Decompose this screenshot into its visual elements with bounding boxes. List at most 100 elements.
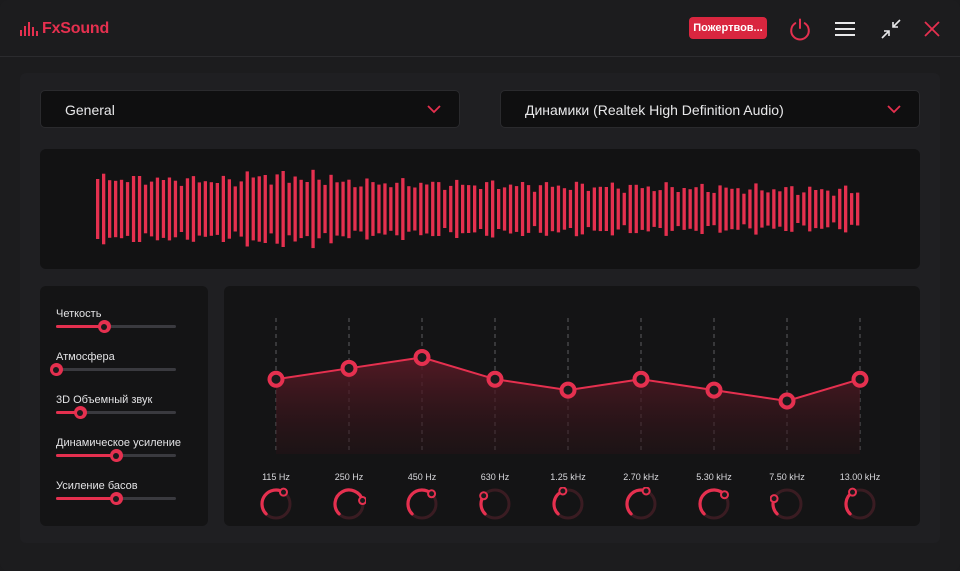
visualizer-bar — [371, 182, 375, 236]
visualizer-bar — [245, 171, 249, 247]
visualizer-bar — [628, 184, 632, 234]
eq-band-handle[interactable] — [559, 381, 577, 399]
eq-frequency-knob[interactable] — [770, 487, 804, 521]
output-device-dropdown[interactable]: Динамики (Realtek High Definition Audio) — [500, 90, 920, 128]
visualizer-bar — [473, 185, 477, 233]
visualizer-bar — [323, 184, 327, 234]
eq-frequency-knob[interactable] — [332, 487, 366, 521]
visualizer-bar — [479, 189, 483, 229]
visualizer-bar — [455, 179, 459, 238]
effect-slider-thumb[interactable] — [97, 320, 111, 333]
effect-slider-track[interactable] — [56, 406, 176, 419]
close-icon[interactable] — [917, 14, 947, 44]
effect-slider-track[interactable] — [56, 320, 176, 333]
visualizer-bar — [383, 183, 387, 235]
visualizer-bar — [568, 189, 573, 228]
effect-label: Динамическое усиление — [56, 437, 181, 449]
eq-frequency-label: 2.70 kHz — [623, 472, 659, 482]
power-icon[interactable] — [785, 14, 815, 44]
minimize-mode-icon[interactable] — [876, 14, 906, 44]
eq-band-handle[interactable] — [340, 359, 358, 377]
visualizer-bar — [143, 184, 148, 234]
chevron-down-icon — [427, 105, 441, 114]
visualizer-bar — [491, 180, 495, 238]
visualizer-bar — [359, 186, 363, 232]
knob-indicator — [558, 487, 568, 496]
app-logo: FxSound — [20, 18, 109, 40]
visualizer-bar — [526, 185, 531, 233]
visualizer-bar — [377, 184, 381, 234]
eq-frequency-knob[interactable] — [551, 487, 585, 521]
visualizer-bar — [341, 181, 345, 237]
visualizer-bar — [161, 180, 166, 238]
knob-value-arc — [333, 488, 365, 516]
eq-frequency-knob[interactable] — [478, 487, 512, 521]
visualizer-bar — [221, 175, 225, 242]
visualizer-bar — [317, 179, 321, 239]
eq-band-handle[interactable] — [413, 348, 431, 366]
audio-visualizer — [40, 149, 920, 269]
effect-slider-thumb[interactable] — [109, 492, 123, 505]
effect-slider-track[interactable] — [56, 449, 176, 462]
visualizer-bar — [766, 192, 770, 226]
visualizer-bar — [736, 188, 740, 230]
visualizer-bar — [592, 187, 596, 231]
eq-band-handle[interactable] — [267, 370, 285, 388]
eq-frequency-knob[interactable] — [405, 487, 439, 521]
visualizer-bar — [508, 184, 513, 234]
preset-dropdown[interactable]: General — [40, 90, 460, 128]
visualizer-bar — [742, 193, 746, 225]
visualizer-bar — [514, 186, 519, 232]
visualizer-bar — [694, 187, 698, 231]
visualizer-bar — [826, 190, 830, 228]
visualizer-bar — [425, 184, 429, 234]
visualizer-bar — [287, 182, 291, 236]
visualizer-bar — [407, 186, 411, 232]
visualizer-bar — [155, 177, 160, 241]
visualizer-bar — [449, 185, 453, 233]
effect-slider-track[interactable] — [49, 363, 176, 376]
knob-value-arc — [698, 488, 727, 516]
logo-bars-icon — [20, 22, 38, 36]
eq-band-handle[interactable] — [851, 370, 869, 388]
visualizer-bar — [125, 182, 130, 236]
eq-frequency-knob[interactable] — [624, 487, 658, 521]
effect-slider-thumb[interactable] — [49, 363, 63, 376]
visualizer-bar — [814, 190, 818, 229]
eq-frequency-knob[interactable] — [259, 487, 293, 521]
visualizer-bar — [275, 174, 279, 244]
eq-band-handle[interactable] — [778, 392, 796, 410]
visualizer-bar — [497, 189, 501, 229]
visualizer-bar — [652, 191, 656, 227]
visualizer-bar — [389, 187, 393, 231]
effect-slider-thumb[interactable] — [109, 449, 123, 462]
visualizer-bar — [461, 184, 465, 234]
menu-icon[interactable] — [830, 14, 860, 44]
knob-indicator — [479, 491, 489, 501]
eq-band-handle[interactable] — [486, 370, 504, 388]
app-name: FxSound — [42, 20, 110, 37]
visualizer-bar — [305, 182, 309, 237]
knob-value-arc — [406, 488, 434, 516]
eq-band-handle[interactable] — [705, 381, 723, 399]
visualizer-bar — [730, 188, 734, 230]
preset-selected: General — [65, 102, 115, 118]
effect-slider-track[interactable] — [56, 492, 176, 505]
effect-slider: 3D Объемный звук — [56, 394, 176, 419]
visualizer-bar — [604, 187, 608, 231]
eq-frequency-knob[interactable] — [843, 487, 877, 521]
visualizer-bar — [167, 177, 172, 241]
visualizer-bar — [329, 174, 333, 244]
visualizer-bar — [832, 195, 836, 223]
visualizer-bar — [108, 180, 112, 238]
eq-frequency-knob[interactable] — [697, 487, 731, 521]
eq-band-handle[interactable] — [632, 370, 650, 388]
effect-slider-fill — [56, 411, 80, 414]
visualizer-bar — [173, 180, 178, 238]
visualizer-bar — [820, 189, 824, 229]
donate-button[interactable]: Пожертвов... — [689, 17, 767, 39]
visualizer-bar — [772, 189, 776, 229]
visualizer-bar — [562, 188, 567, 230]
effect-slider-thumb[interactable] — [73, 406, 87, 419]
